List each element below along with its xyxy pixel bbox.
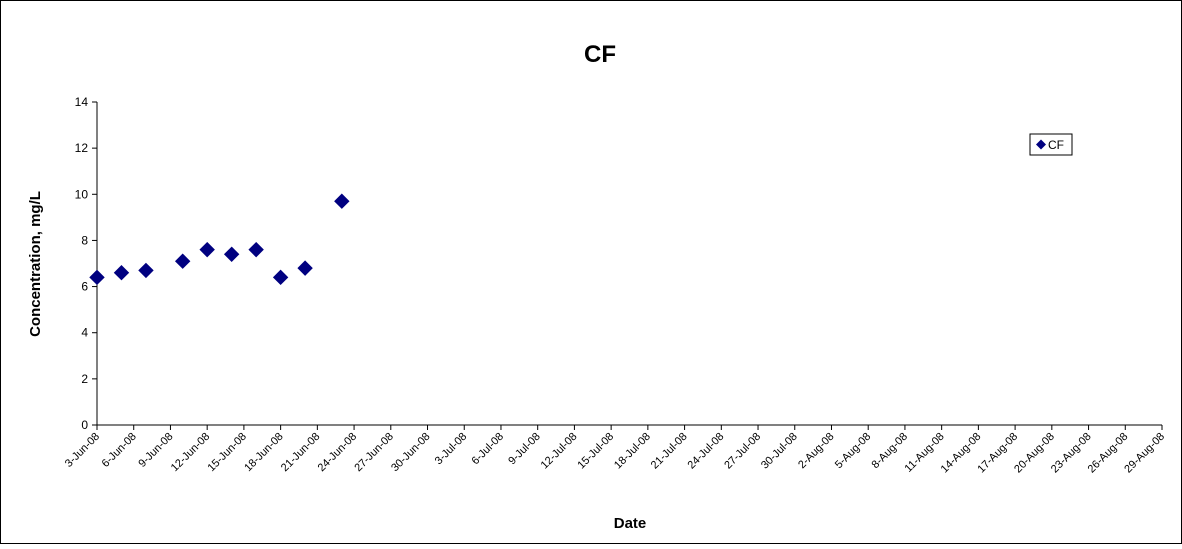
data-point — [334, 193, 350, 209]
y-tick-label: 4 — [81, 326, 88, 340]
legend-box — [1029, 133, 1073, 156]
legend-label: CF — [1048, 138, 1064, 152]
data-point — [113, 265, 130, 281]
data-point — [174, 253, 191, 269]
legend: CF — [1029, 133, 1073, 156]
data-point — [199, 241, 215, 258]
y-tick-label: 14 — [75, 95, 89, 109]
y-tick-label: 0 — [81, 418, 88, 432]
data-point — [138, 262, 154, 279]
data-point — [272, 269, 289, 286]
data-point — [297, 260, 313, 276]
legend-marker-icon — [1036, 139, 1046, 150]
y-axis-title: Concentration, mg/L — [27, 191, 44, 337]
y-tick-label: 10 — [75, 187, 89, 201]
data-point — [89, 269, 105, 286]
data-point — [223, 246, 240, 262]
y-tick-label: 6 — [81, 280, 88, 294]
chart-title: CF — [584, 41, 616, 68]
x-axis-title: Date — [614, 515, 647, 532]
y-tick-label: 8 — [81, 233, 88, 247]
data-point — [248, 241, 264, 258]
y-tick-label: 12 — [75, 141, 89, 155]
data-points — [89, 193, 350, 286]
y-tick-label: 2 — [81, 372, 88, 386]
y-ticks: 0 2 4 6 8 10 12 14 — [75, 95, 97, 432]
